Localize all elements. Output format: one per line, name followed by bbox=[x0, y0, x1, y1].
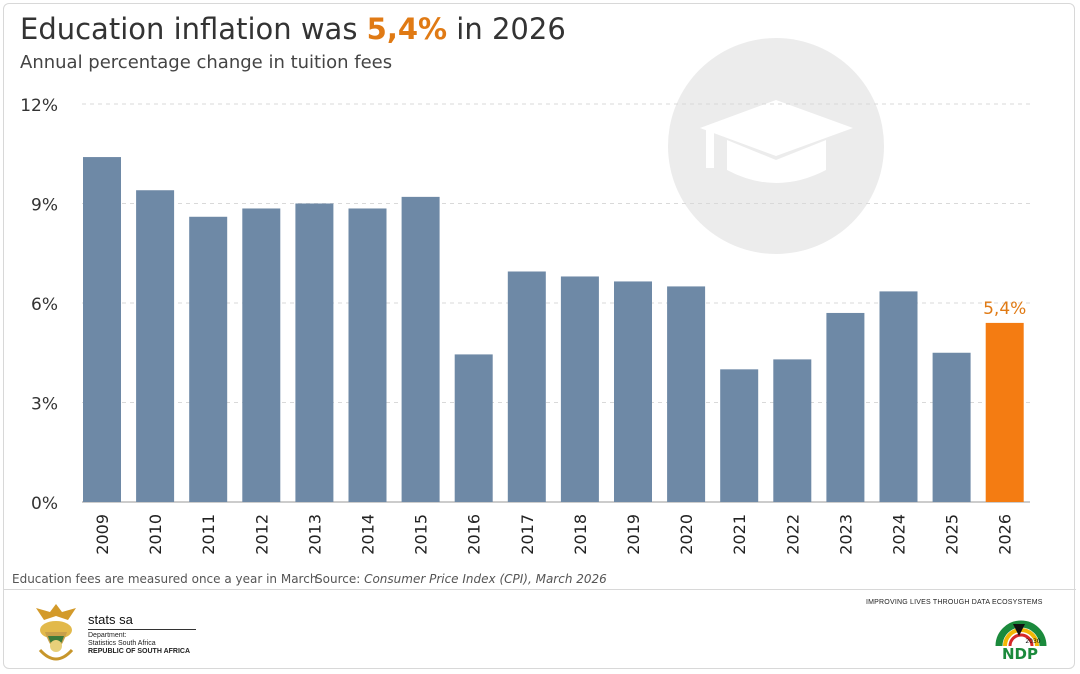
x-tick-label: 2026 bbox=[996, 514, 1015, 555]
data-label-2026: 5,4% bbox=[983, 299, 1026, 319]
x-tick-label: 2018 bbox=[571, 514, 590, 555]
x-tick-label: 2025 bbox=[943, 514, 962, 555]
x-tick-label: 2009 bbox=[93, 514, 112, 555]
bars bbox=[83, 157, 1024, 503]
gridlines bbox=[82, 103, 1030, 403]
chart-title: Education inflation was 5,4% in 2026 bbox=[20, 12, 566, 46]
y-tick-label: 6% bbox=[31, 295, 58, 315]
x-tick-label: 2015 bbox=[412, 514, 431, 555]
bar-2017 bbox=[507, 271, 546, 502]
data-labels: 5,4% bbox=[983, 299, 1026, 319]
department-text: Department: Statistics South Africa REPU… bbox=[88, 632, 191, 655]
bar-2012 bbox=[242, 208, 281, 502]
x-axis: 2009 2010 2011 2012 2013 2014 2015 2016 2017 2018… bbox=[93, 514, 1015, 555]
stats-sa-brand: stats sa bbox=[88, 612, 133, 627]
bar-2024 bbox=[879, 291, 918, 502]
x-tick-label: 2024 bbox=[890, 514, 909, 555]
x-tick-label: 2023 bbox=[836, 514, 855, 555]
bar-2016 bbox=[454, 354, 493, 502]
bar-2021 bbox=[720, 369, 759, 502]
bar-2014 bbox=[348, 208, 387, 502]
tagline: IMPROVING LIVES THROUGH DATA ECOSYSTEMS bbox=[866, 599, 1043, 606]
x-tick-label: 2020 bbox=[677, 514, 696, 555]
y-tick-label: 3% bbox=[31, 395, 58, 415]
x-tick-label: 2010 bbox=[146, 514, 165, 555]
source-note: Source: Consumer Price Index (CPI), Marc… bbox=[315, 572, 607, 586]
footer-divider bbox=[4, 589, 1076, 590]
bar-2018 bbox=[560, 276, 599, 502]
chart-subtitle: Annual percentage change in tuition fees bbox=[20, 52, 393, 73]
x-tick-label: 2022 bbox=[783, 514, 802, 555]
ndp-year: 2030 bbox=[1025, 638, 1040, 645]
y-tick-label: 12% bbox=[20, 96, 58, 116]
bar-2025 bbox=[932, 352, 971, 502]
x-tick-label: 2014 bbox=[359, 514, 378, 555]
brand-underline bbox=[88, 629, 196, 630]
bar-chart: 0% 3% 6% 9% 12% 2009 2010 2011 2012 2013 2014 2015… bbox=[20, 38, 1030, 555]
bar-2020 bbox=[667, 286, 706, 502]
x-tick-label: 2019 bbox=[624, 514, 643, 555]
bar-2009 bbox=[83, 157, 121, 503]
x-tick-label: 2011 bbox=[199, 514, 218, 555]
y-tick-label: 0% bbox=[31, 494, 58, 514]
x-tick-label: 2012 bbox=[252, 514, 271, 555]
footnote: Education fees are measured once a year … bbox=[12, 572, 318, 586]
bar-2023 bbox=[826, 312, 865, 502]
y-axis: 0% 3% 6% 9% 12% bbox=[20, 96, 1030, 514]
bar-2010 bbox=[136, 190, 175, 502]
x-tick-label: 2021 bbox=[730, 514, 749, 555]
ndp-2030-logo-icon: 2030 NDP bbox=[995, 620, 1047, 662]
bar-2022 bbox=[773, 359, 812, 502]
chart-frame bbox=[3, 3, 1075, 669]
bar-2015 bbox=[401, 196, 440, 502]
bar-2019 bbox=[614, 281, 652, 502]
coat-of-arms-icon bbox=[36, 604, 76, 661]
bar-2013 bbox=[295, 203, 334, 502]
x-tick-label: 2016 bbox=[465, 514, 484, 555]
bar-2011 bbox=[189, 216, 228, 502]
title-highlight-value: 5,4% bbox=[366, 12, 448, 46]
ndp-text: NDP bbox=[1002, 645, 1038, 662]
x-tick-label: 2017 bbox=[518, 514, 537, 555]
graduation-cap-icon bbox=[668, 38, 884, 254]
x-tick-label: 2013 bbox=[305, 514, 324, 555]
y-tick-label: 9% bbox=[31, 196, 58, 216]
bar-2026 bbox=[985, 322, 1024, 502]
